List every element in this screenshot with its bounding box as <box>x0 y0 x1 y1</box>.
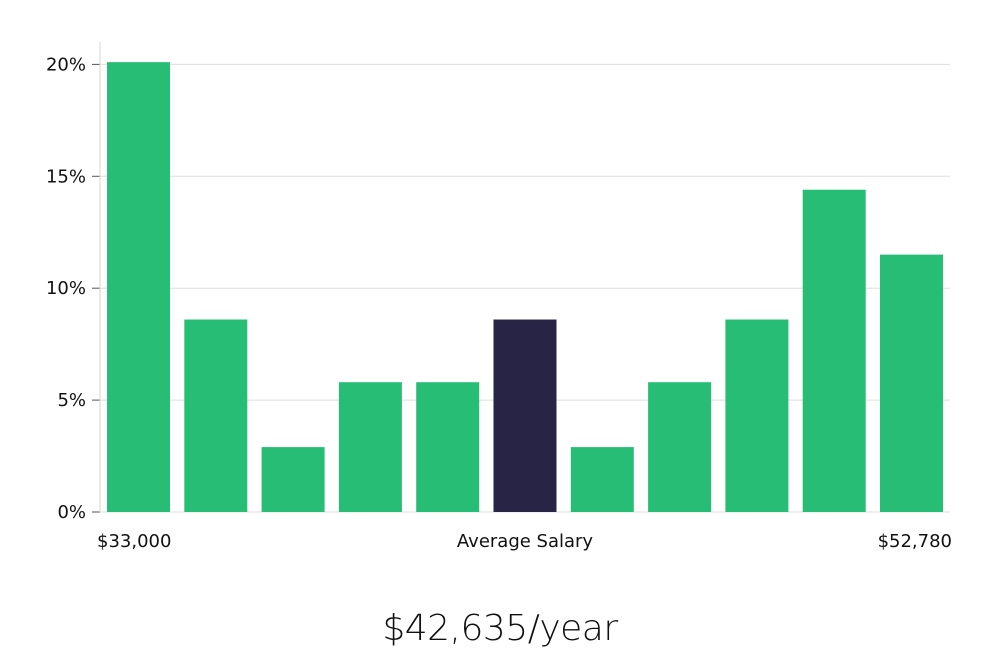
x-max-label: $52,780 <box>878 531 952 552</box>
bar <box>802 189 866 512</box>
y-tick-label: 20% <box>46 54 86 75</box>
bar <box>184 319 248 512</box>
bar <box>725 319 789 512</box>
bars <box>107 62 943 513</box>
y-tick-label: 5% <box>57 390 86 411</box>
bar <box>416 382 480 512</box>
y-tick-label: 0% <box>57 502 86 523</box>
bar <box>880 254 943 512</box>
bar <box>338 382 402 512</box>
average-salary-value: $42,635/year <box>382 608 618 649</box>
bar <box>648 382 712 512</box>
y-tick-label: 15% <box>46 166 86 187</box>
bar <box>261 447 325 512</box>
y-axis-ticks: 0% 5% 10% 15% 20% <box>46 54 100 523</box>
bar <box>107 62 170 513</box>
bar <box>570 447 634 512</box>
bar-highlight <box>493 319 557 512</box>
x-min-label: $33,000 <box>97 531 171 552</box>
salary-histogram: 0% 5% 10% 15% 20% $33,000 Average Salary $52… <box>46 42 952 552</box>
x-axis-label: Average Salary <box>457 531 594 552</box>
y-tick-label: 10% <box>46 278 86 299</box>
